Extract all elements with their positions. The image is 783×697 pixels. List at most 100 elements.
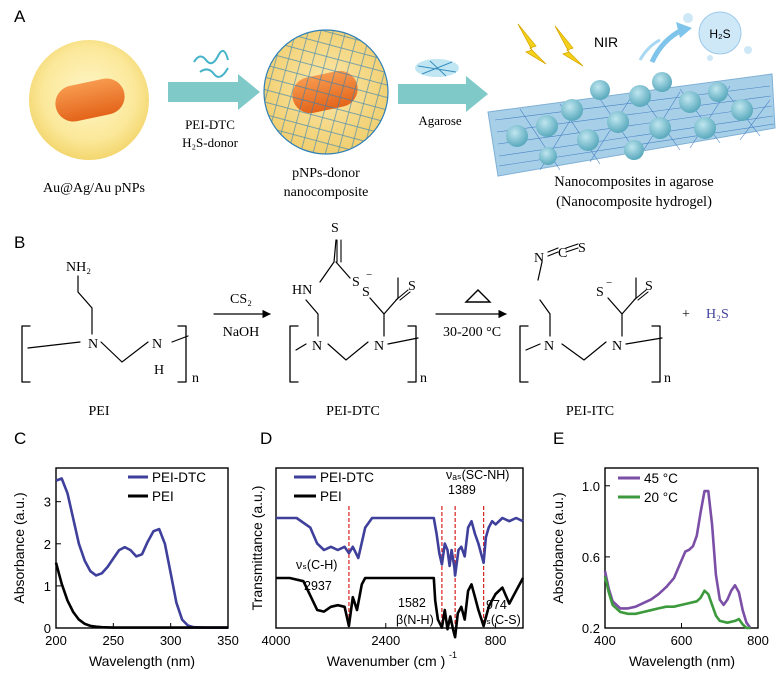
core-shell-particle bbox=[29, 40, 149, 160]
polymer-squiggle-icon bbox=[193, 49, 229, 78]
chart-d-xlabel-superscript: -1 bbox=[449, 650, 457, 660]
chart-d-peak-markers bbox=[348, 506, 485, 624]
embedded-ball bbox=[506, 125, 528, 147]
dtc-hn: HN bbox=[292, 283, 312, 298]
chart-e-legend: 45 °C 20 °C bbox=[618, 471, 678, 505]
chart-c-ylabel: Absorbance (a.u.) bbox=[11, 492, 27, 603]
dtc-side-s-left: S bbox=[362, 285, 370, 300]
reaction-arrow-2 bbox=[398, 76, 488, 112]
itc-side-s-left: S bbox=[596, 285, 604, 300]
itc-side-s-right: S bbox=[645, 279, 653, 294]
y-tick-label: 0.6 bbox=[582, 550, 600, 565]
heat-triangle-icon bbox=[464, 289, 492, 303]
panel-b: B N N H NH₂ n PEI CS₂ NaOH S HN S − bbox=[14, 221, 729, 419]
reaction-arrow-1 bbox=[168, 74, 260, 110]
embedded-ball bbox=[679, 91, 701, 113]
chart-c-letter: C bbox=[14, 429, 26, 448]
pei-nh2: NH₂ bbox=[66, 260, 91, 275]
embedded-ball bbox=[649, 117, 671, 139]
x-tick-label: 800 bbox=[747, 633, 769, 648]
y-tick-label: 3 bbox=[44, 495, 51, 510]
embedded-ball bbox=[624, 140, 644, 160]
gas-release-arrow-icon bbox=[638, 22, 692, 64]
chart-c-legend: PEI-DTC PEI bbox=[128, 470, 206, 504]
annotation-nh: β(N-H) bbox=[396, 613, 434, 627]
chart-e-xlabel: Wavelength (nm) bbox=[629, 653, 735, 669]
chart-d-xlabel: Wavenumber (cm ) bbox=[327, 653, 446, 669]
pei-n1: N bbox=[88, 337, 98, 352]
pei-n2: N bbox=[152, 337, 162, 352]
embedded-ball bbox=[590, 80, 610, 100]
itc-s: S bbox=[578, 241, 586, 256]
panel-a: A Au@Ag/Au pNPs PEI-DTC H₂S-donor pNPs-d… bbox=[14, 7, 776, 210]
series-line-0 bbox=[276, 516, 524, 577]
chart-e-letter: E bbox=[553, 429, 564, 448]
pei-h: H bbox=[154, 363, 164, 378]
legend-label-pei-dtc: PEI-DTC bbox=[320, 470, 374, 485]
nanocomposite-cage bbox=[263, 29, 389, 155]
annotation-974: 974 bbox=[486, 598, 507, 612]
x-tick-label: 250 bbox=[102, 633, 124, 648]
panel-b-letter: B bbox=[14, 233, 25, 252]
chart-c: C 200 250 300 350 0 1 2 3 PEI-DTC PEI Wavelengt… bbox=[11, 429, 239, 669]
itc-c: C bbox=[558, 246, 567, 261]
chart-d-letter: D bbox=[260, 429, 272, 448]
h2s-bubble-icon bbox=[683, 11, 752, 61]
annotation-ch: νₛ(C-H) bbox=[296, 558, 337, 572]
pei-itc-structure: N C S S − S N N n PEI-ITC bbox=[519, 241, 671, 419]
y-tick-label: 2 bbox=[44, 537, 51, 552]
plus-sign: + bbox=[682, 307, 690, 322]
chart-d-legend: PEI-DTC PEI bbox=[294, 470, 374, 504]
chart-d-plot-area bbox=[276, 516, 525, 639]
x-tick-label: 4000 bbox=[262, 633, 291, 648]
annotation-2937: 2937 bbox=[304, 579, 332, 593]
agarose-mesh-icon bbox=[415, 59, 459, 77]
step2-temperature: 30-200 °C bbox=[443, 325, 501, 340]
legend-label-pei: PEI bbox=[320, 489, 342, 504]
pei-name: PEI bbox=[89, 404, 110, 419]
legend-label-45c: 45 °C bbox=[644, 471, 678, 486]
embedded-ball bbox=[561, 99, 583, 121]
dtc-thiolate-s: S bbox=[352, 275, 360, 290]
dtc-charge-1: − bbox=[366, 269, 372, 281]
arrow1-label-line1: PEI-DTC bbox=[185, 117, 235, 132]
embedded-ball bbox=[708, 82, 728, 102]
chart-d-frame bbox=[275, 467, 524, 629]
embedded-ball bbox=[536, 115, 558, 137]
chart-e-plot-area bbox=[603, 489, 752, 630]
chart-c-ticks: 200 250 300 350 0 1 2 3 bbox=[44, 495, 239, 648]
itc-n: N bbox=[534, 251, 544, 266]
h2s-product: H₂S bbox=[706, 307, 729, 322]
series-line-0 bbox=[603, 489, 752, 629]
chart-c-plot-area bbox=[54, 477, 228, 629]
itc-charge: − bbox=[606, 277, 612, 289]
step1-base: NaOH bbox=[223, 325, 260, 340]
itc-name: PEI-ITC bbox=[566, 404, 614, 419]
embedded-ball bbox=[607, 111, 629, 133]
embedded-ball bbox=[539, 147, 557, 165]
nir-lightning-icon bbox=[517, 23, 584, 67]
x-tick-label: 350 bbox=[217, 633, 239, 648]
y-tick-label: 0.2 bbox=[582, 621, 600, 636]
series-line-1 bbox=[54, 562, 228, 629]
particle-label: Au@Ag/Au pNPs bbox=[43, 181, 145, 196]
step1-reagent: CS₂ bbox=[230, 292, 252, 307]
composite-label-line1: pNPs-donor bbox=[292, 166, 360, 181]
dtc-n1: N bbox=[312, 339, 322, 354]
y-tick-label: 1 bbox=[44, 579, 51, 594]
hydrogel-label-line2: (Nanocomposite hydrogel) bbox=[556, 194, 712, 210]
legend-label-20c: 20 °C bbox=[644, 490, 678, 505]
panel-a-letter: A bbox=[14, 7, 26, 26]
chart-e-ylabel: Absorbance (a.u.) bbox=[550, 492, 566, 603]
nanocomposite-hydrogel bbox=[487, 72, 776, 177]
dtc-name: PEI-DTC bbox=[326, 404, 380, 419]
chart-d-ylabel: Transmittance (a.u.) bbox=[249, 486, 265, 611]
embedded-ball bbox=[652, 72, 672, 92]
chart-d: D 4000 2400 800 PEI-DTC PEI νₐₛ(SC-NH) 138… bbox=[249, 429, 525, 669]
pei-subscript-n: n bbox=[192, 371, 199, 386]
y-tick-label: 0 bbox=[44, 621, 51, 636]
x-tick-label: 2400 bbox=[371, 633, 400, 648]
annotation-1582: 1582 bbox=[398, 596, 426, 610]
hydrogel-label-line1: Nanocomposites in agarose bbox=[554, 174, 713, 190]
